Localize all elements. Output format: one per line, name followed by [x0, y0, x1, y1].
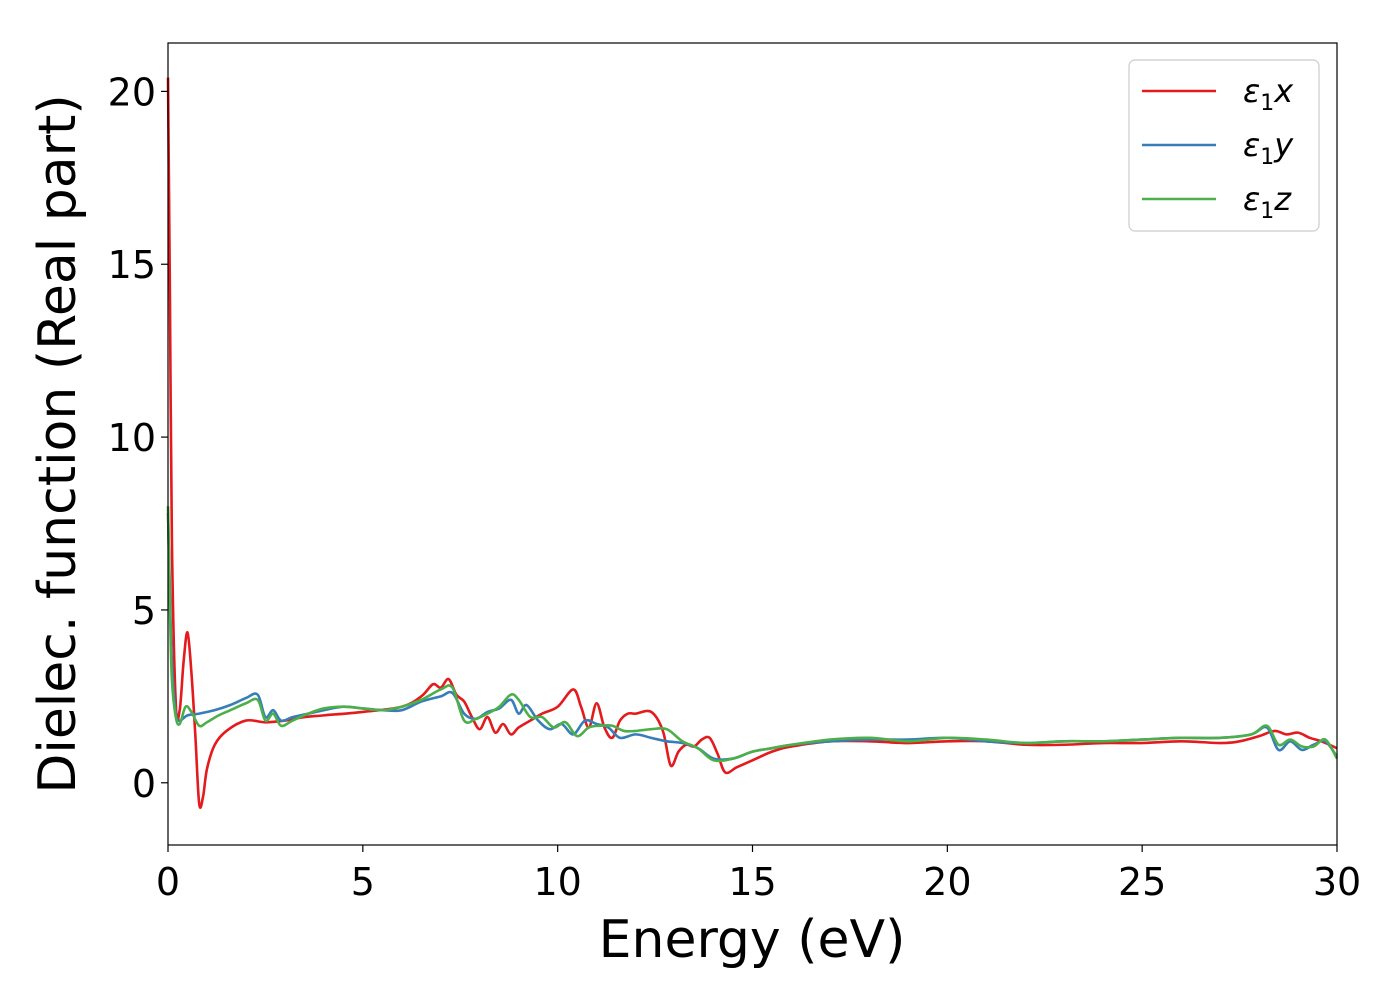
x-tick-label: 0 [156, 860, 180, 904]
y-axis-label: Dielec. function (Real part) [28, 94, 88, 793]
y-tick-label: 15 [108, 243, 156, 287]
legend-subscript: 1 [1260, 145, 1274, 170]
x-tick-label: 30 [1313, 860, 1361, 904]
legend-symbol: ε [1243, 180, 1260, 218]
x-tick-label: 5 [351, 860, 375, 904]
x-tick-label: 15 [728, 860, 776, 904]
legend-axis: z [1273, 180, 1292, 218]
x-axis-ticks: 0 5 10 15 20 25 30 [156, 845, 1361, 904]
legend-box [1128, 59, 1320, 232]
legend-label-1: ε1x [1243, 72, 1294, 116]
legend-axis: y [1273, 126, 1294, 164]
x-tick-label: 20 [923, 860, 971, 904]
legend-axis: x [1273, 72, 1294, 110]
legend-symbol: ε [1243, 72, 1260, 110]
legend-label-2: ε1y [1243, 126, 1294, 170]
series-layer [166, 77, 1339, 809]
x-tick-label: 10 [533, 860, 581, 904]
y-axis-ticks: 0 5 10 15 20 [108, 70, 168, 806]
series-line-3 [166, 506, 1339, 763]
legend-subscript: 1 [1260, 199, 1274, 224]
y-tick-label: 10 [108, 416, 156, 460]
y-tick-label: 5 [132, 589, 156, 633]
x-axis-label: Energy (eV) [599, 910, 906, 970]
legend-symbol: ε [1243, 126, 1260, 164]
y-tick-label: 20 [108, 70, 156, 114]
legend-subscript: 1 [1260, 91, 1274, 116]
legend-label-3: ε1z [1243, 180, 1292, 224]
y-tick-label: 0 [132, 762, 156, 806]
x-tick-label: 25 [1118, 860, 1166, 904]
